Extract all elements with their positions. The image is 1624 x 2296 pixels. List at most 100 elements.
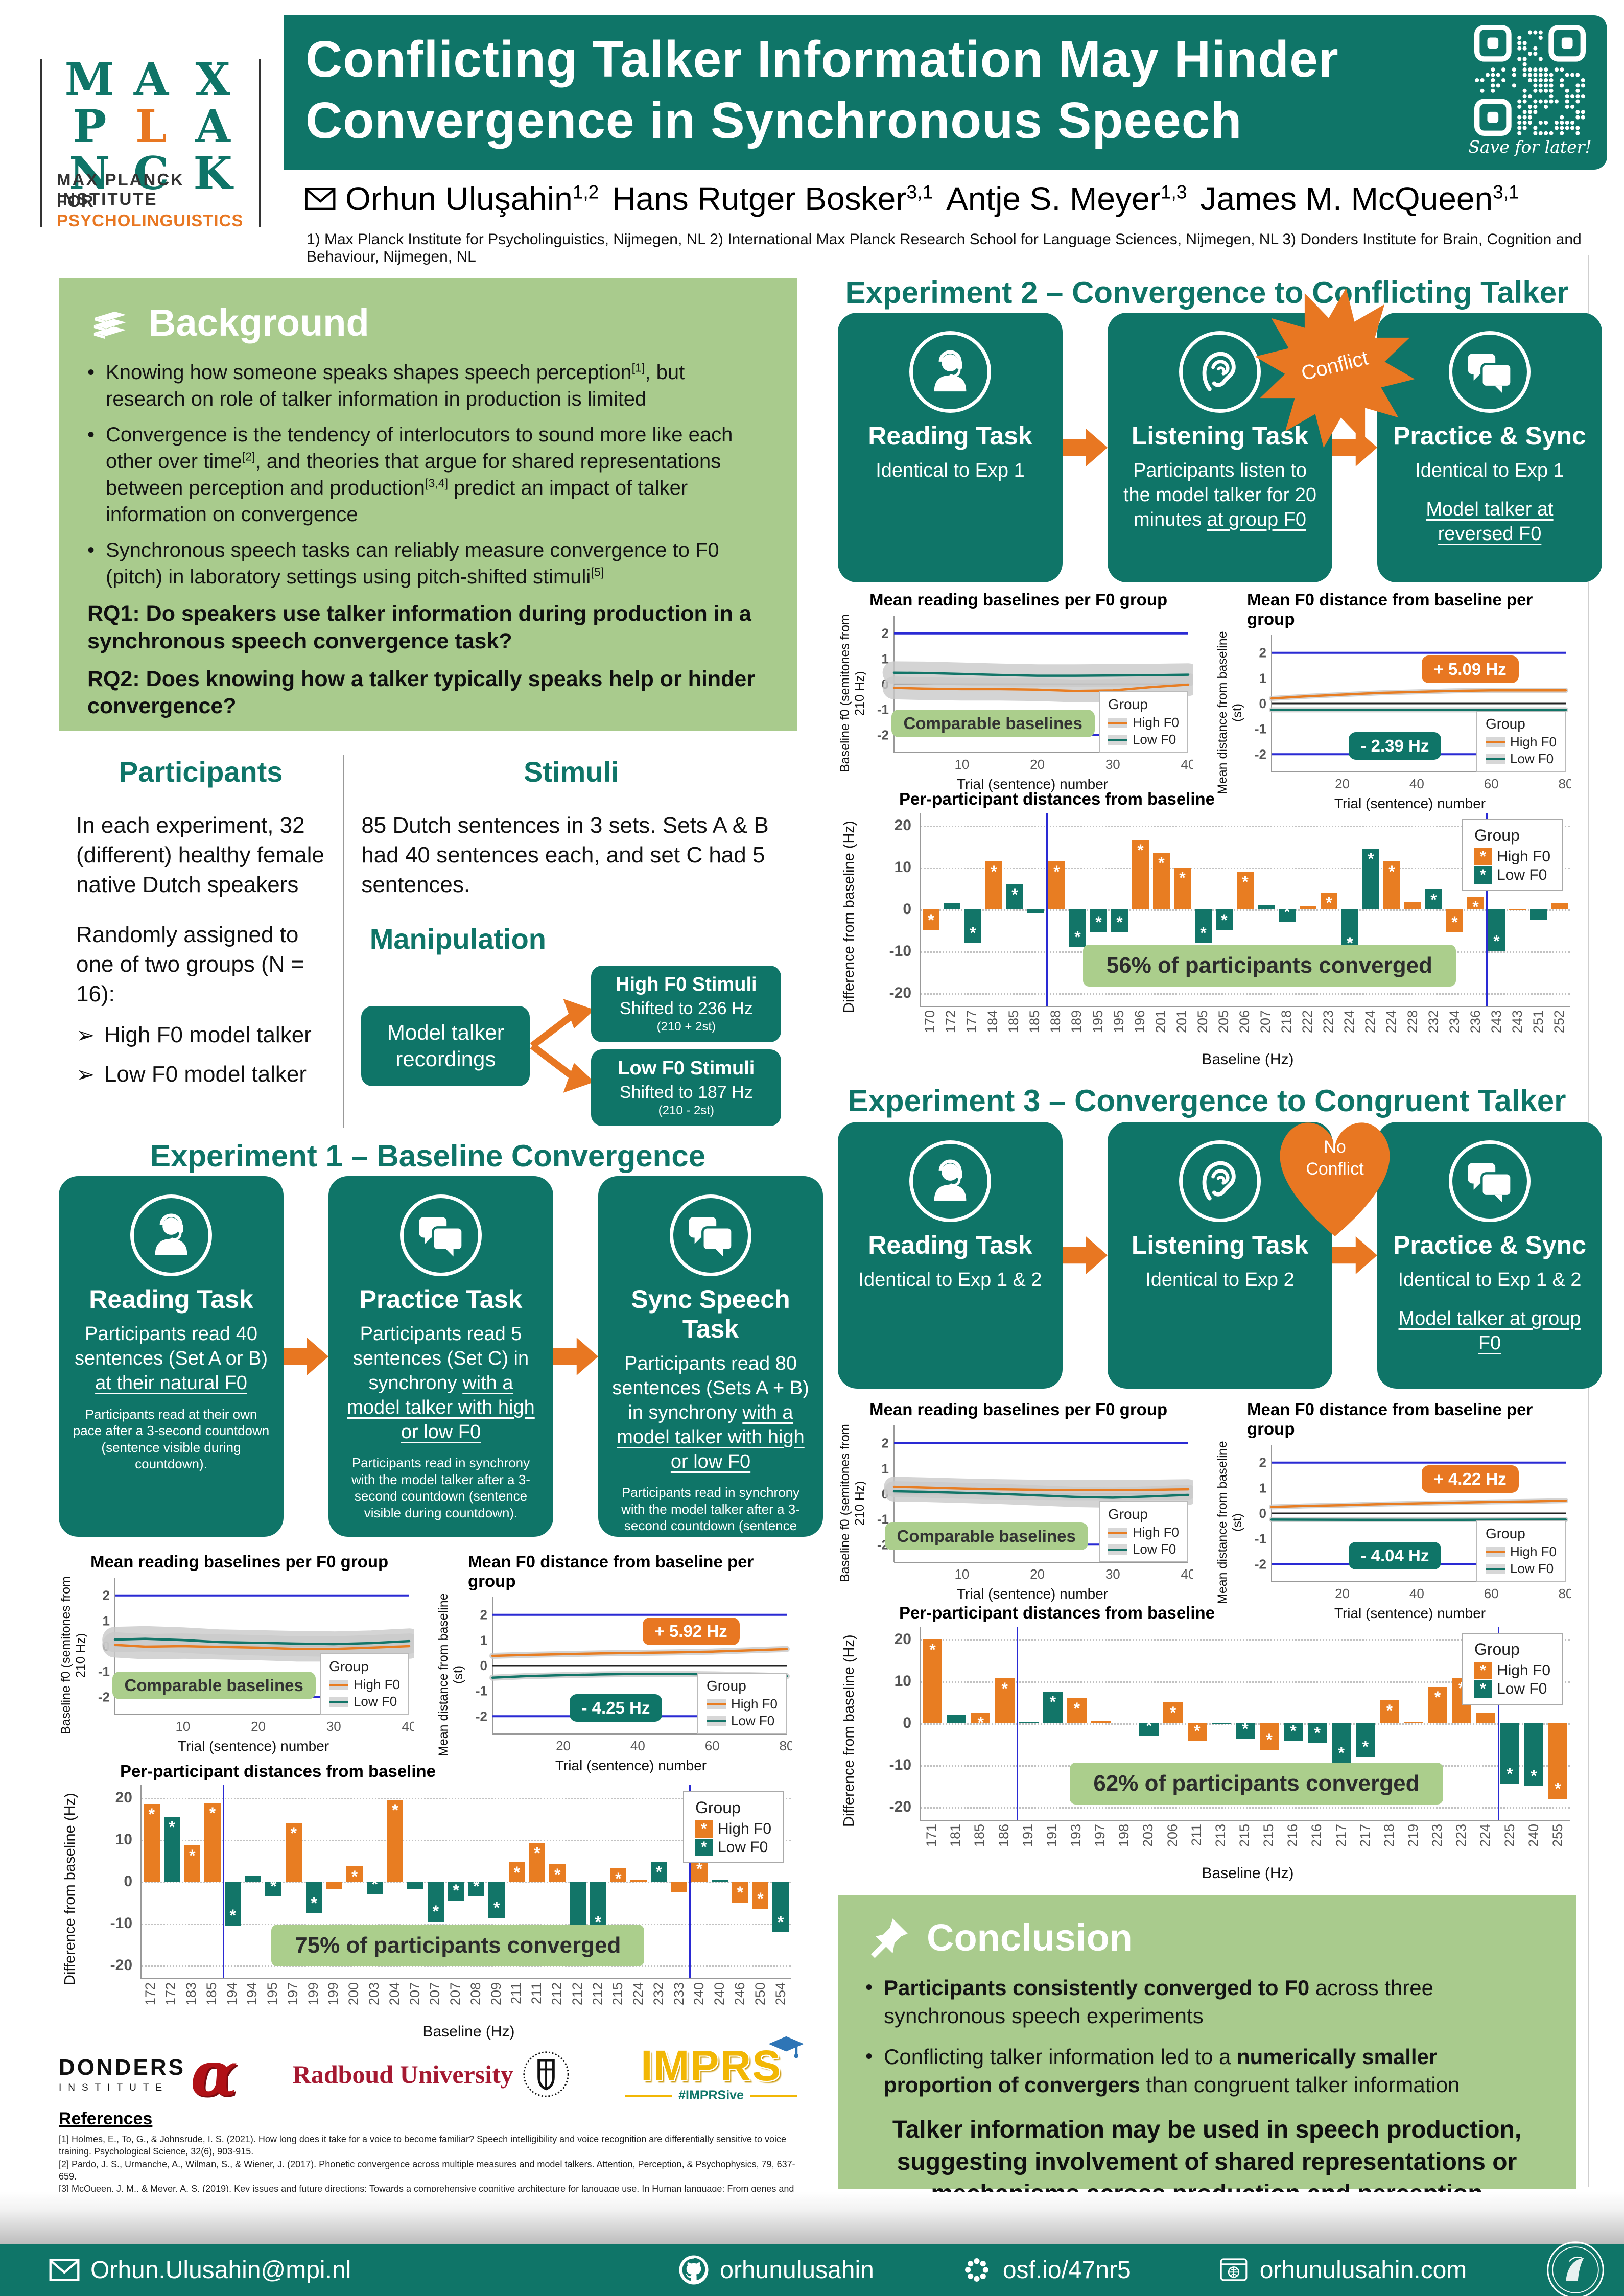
bar <box>1019 1721 1039 1723</box>
x-tick-label: 212 <box>569 1982 585 2006</box>
x-tick-label: 181 <box>948 1824 963 1847</box>
bar <box>712 1879 728 1882</box>
chart-legend: Group High F0 Low F0 <box>1098 691 1188 753</box>
x-tick-label: 252 <box>1551 1010 1567 1034</box>
x-tick-label: 186 <box>996 1824 1011 1847</box>
bar <box>1404 902 1421 909</box>
bar: * <box>1048 861 1065 909</box>
bar: * <box>346 1866 363 1885</box>
author-name: Antje S. Meyer1,3 <box>946 180 1187 217</box>
research-question-2: RQ2: Does knowing how a talker typically… <box>87 666 756 719</box>
qr-caption: Save for later! <box>1468 137 1592 157</box>
svg-text:30: 30 <box>326 1719 341 1734</box>
no-conflict-label: No Conflict <box>1306 1137 1364 1179</box>
bar: * <box>1043 1692 1063 1723</box>
x-tick-label: 206 <box>1164 1824 1180 1847</box>
logo-rule <box>40 59 42 227</box>
x-tick-label: 209 <box>488 1982 504 2006</box>
x-tick-label: 198 <box>1116 1824 1132 1847</box>
authors: Orhun Uluşahin1,2 Hans Rutger Bosker3,1 An… <box>304 180 1602 218</box>
x-tick-label: 223 <box>1429 1824 1445 1847</box>
y-tick-label: -10 <box>889 943 911 960</box>
author-name: James M. McQueen3,1 <box>1200 180 1519 217</box>
exp1-cards: Reading Task Participants read 40 senten… <box>59 1176 823 1550</box>
chat-bubbles-icon <box>1468 354 1513 393</box>
x-tick-label: 233 <box>671 1982 687 2006</box>
x-tick-label: 207 <box>427 1982 443 2006</box>
qr-code-icon <box>1474 25 1586 136</box>
bar: * <box>143 1803 160 1882</box>
x-tick-label: 251 <box>1530 1010 1546 1034</box>
bar <box>1300 906 1316 909</box>
x-tick-label: 172 <box>163 1982 179 2006</box>
x-tick-label: 172 <box>943 1010 959 1034</box>
x-tick-label: 196 <box>1132 1010 1147 1034</box>
poster-title: Conflicting Talker Information May Hinde… <box>305 31 1339 149</box>
website-link[interactable]: orhunulusahin.com <box>1218 2254 1467 2286</box>
card-body: Identical to Exp 1 <box>1415 460 1564 481</box>
group-item: High F0 model talker <box>76 1022 325 1048</box>
y-tick-label: 0 <box>124 1873 132 1890</box>
osf-link[interactable]: osf.io/47nr5 <box>961 2254 1131 2286</box>
x-tick-label: 243 <box>1509 1010 1525 1034</box>
svg-text:20: 20 <box>251 1719 266 1734</box>
bar <box>1211 1723 1231 1725</box>
bar <box>1404 1722 1423 1723</box>
card-title: Reading Task <box>89 1285 253 1314</box>
y-tick-label: 0 <box>903 1715 911 1731</box>
email-link[interactable]: Orhun.Ulusahin@mpi.nl <box>49 2254 351 2286</box>
group-divider-line <box>1017 1627 1019 1820</box>
low-f0-stimuli-box: Low F0 Stimuli Shifted to 187 Hz (210 - … <box>591 1049 782 1127</box>
svg-text:-1: -1 <box>1255 1531 1266 1547</box>
manipulation-diagram: Model talker recordings High F0 Stimuli … <box>361 966 782 1127</box>
arrow-right-icon <box>1063 429 1108 466</box>
card-title: Practice Task <box>359 1285 523 1314</box>
svg-text:40: 40 <box>1409 776 1424 791</box>
card-note: Participants read at their own pace afte… <box>73 1406 270 1472</box>
x-tick-label: 191 <box>1020 1824 1035 1847</box>
convergence-badge: 62% of participants converged <box>1070 1762 1443 1805</box>
x-tick-label: 225 <box>1501 1824 1517 1847</box>
github-link[interactable]: orhunulusahin <box>678 2254 874 2286</box>
bar: * <box>1383 861 1400 909</box>
x-tick-label: 211 <box>1188 1824 1204 1846</box>
bar: * <box>366 1876 383 1894</box>
bullet: Conflicting talker information led to a … <box>884 2045 1460 2097</box>
exp2-distance-chart: Mean F0 distance from baseline per group… <box>1215 590 1576 812</box>
footer-bar: Orhun.Ulusahin@mpi.nl orhunulusahin osf.… <box>0 2241 1624 2296</box>
partner-logos: DONDERS INSTITUTE α Radboud University IM… <box>59 2036 804 2110</box>
bar <box>1258 905 1275 909</box>
bar <box>947 1715 967 1723</box>
chart-annotation-badge: + 5.09 Hz <box>1421 655 1519 683</box>
conclusion-title: Conclusion <box>927 1916 1133 1959</box>
svg-text:40: 40 <box>1181 757 1193 772</box>
bar: * <box>752 1882 769 1909</box>
bar: * <box>1307 1723 1327 1744</box>
svg-text:60: 60 <box>1484 1586 1499 1601</box>
svg-text:20: 20 <box>1030 1566 1045 1582</box>
chart-annotation-badge: Comparable baselines <box>884 1522 1088 1551</box>
browser-globe-icon <box>1220 2258 1248 2281</box>
exp3-participant-chart: Per-participant distances from baseline … <box>838 1603 1576 1882</box>
svg-text:1: 1 <box>882 1461 889 1476</box>
bar: * <box>1139 1718 1159 1736</box>
svg-text:40: 40 <box>1181 1566 1193 1582</box>
participants-text: In each experiment, 32 (different) healt… <box>76 813 324 898</box>
gridline <box>921 1807 1570 1809</box>
x-tick-label: 240 <box>712 1982 727 2006</box>
x-tick-label: 250 <box>752 1982 768 2006</box>
bar <box>407 1882 424 1889</box>
x-tick-label: 171 <box>924 1824 939 1847</box>
arrow-right-icon <box>284 1338 328 1375</box>
bar: * <box>1467 897 1484 915</box>
card-body: Participants read 5 sentences (Set C) in… <box>347 1323 535 1443</box>
model-talker-box: Model talker recordings <box>361 1005 530 1086</box>
svg-text:2: 2 <box>1259 645 1266 661</box>
participants-panel: Participants In each experiment, 32 (dif… <box>59 755 343 1128</box>
background-title: Background <box>149 301 369 344</box>
x-tick-label: 232 <box>650 1982 666 2006</box>
donders-logo: DONDERS INSTITUTE α <box>59 2038 238 2110</box>
exp2-cards: Reading Task Identical to Exp 1 Listenin… <box>838 313 1602 582</box>
mpi-seal-icon <box>1547 2241 1604 2296</box>
exp1-baselines-chart: Mean reading baselines per F0 group Base… <box>59 1552 422 1774</box>
